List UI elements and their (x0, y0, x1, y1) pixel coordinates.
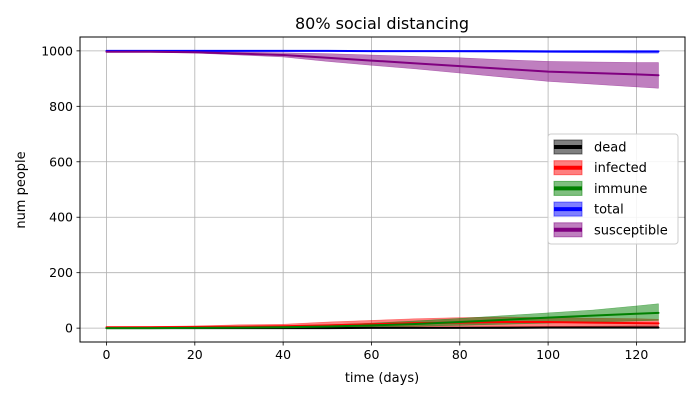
immune-line (105, 311, 660, 330)
immune-legend-label: immune (594, 182, 647, 197)
chart-title: 80% social distancing (295, 14, 469, 33)
x-tick-label: 100 (536, 347, 560, 362)
susceptible-legend-label: susceptible (594, 223, 668, 238)
y-tick-label: 800 (49, 99, 73, 114)
y-tick-label: 200 (49, 265, 73, 280)
y-tick-label: 0 (65, 321, 73, 336)
x-tick-label: 80 (452, 347, 468, 362)
susceptible-band (106, 50, 659, 89)
legend: dead infected immune total susceptible (547, 133, 679, 245)
y-tick-label: 1000 (41, 43, 73, 58)
infected-legend-label: infected (594, 161, 647, 176)
y-tick-label: 400 (49, 210, 73, 225)
total-line (105, 49, 660, 53)
dead-legend-label: dead (594, 141, 626, 156)
plot-frame (79, 36, 686, 343)
x-tick-label: 120 (624, 347, 648, 362)
series-lines (105, 49, 660, 330)
x-tick-label: 60 (364, 347, 380, 362)
x-tick-label: 0 (103, 347, 111, 362)
y-axis-label: num people (14, 151, 29, 228)
x-tick-label: 40 (275, 347, 291, 362)
susceptible-line (105, 50, 660, 77)
total-legend-label: total (594, 203, 624, 218)
axis-ticks: 0 20 40 60 80 100 120 0 200 400 600 800 1000 (41, 43, 648, 362)
x-tick-label: 20 (187, 347, 203, 362)
x-axis-label: time (days) (345, 371, 419, 386)
y-tick-label: 600 (49, 154, 73, 169)
